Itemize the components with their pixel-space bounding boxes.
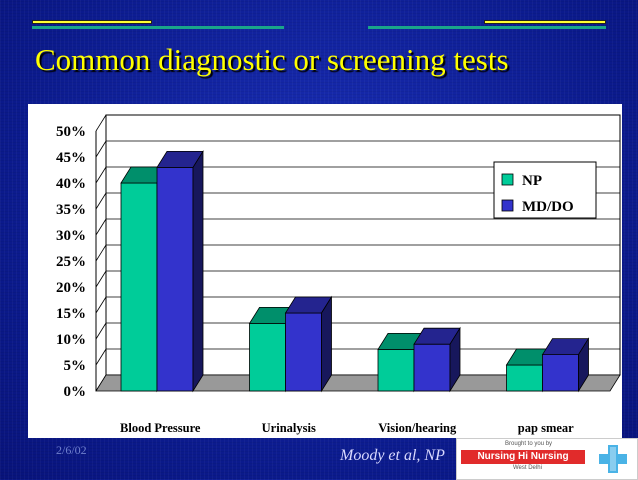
y-tick-label: 5% (64, 358, 87, 374)
legend-label: MD/DO (522, 199, 574, 215)
chart-panel: 0% 5% 10% 15% 20% 25% 30% 35% 40% 45% 50% Blood Pre… (28, 104, 622, 438)
gridline-side (95, 114, 107, 132)
logo-brand: Nursing Hi Nursing (461, 450, 585, 464)
x-tick-label: Vision/hearing (378, 421, 457, 435)
y-tick-label: 20% (56, 280, 86, 296)
y-tick-label: 45% (56, 150, 86, 166)
gridline-side (95, 322, 107, 340)
medical-cross-icon (599, 445, 627, 473)
bar-md-do (413, 343, 451, 392)
logo-tagline: Brought to you by (505, 441, 553, 447)
gridline-side (95, 296, 107, 314)
nursing-logo: Brought to you by Nursing Hi Nursing Wes… (456, 438, 638, 480)
y-tick-label: 10% (56, 332, 86, 348)
logo-location: West Delhi (513, 465, 542, 471)
y-tick-label: 40% (56, 176, 86, 192)
legend-label: NP (522, 173, 542, 189)
decor-bar-left (32, 20, 152, 29)
y-tick-label: 30% (56, 228, 86, 244)
bar-md-do (156, 167, 194, 392)
x-tick-label: Blood Pressure (120, 421, 201, 435)
bar-np (120, 182, 158, 392)
y-tick-label: 15% (56, 306, 86, 322)
gridline-side (95, 244, 107, 262)
x-tick-label: Urinalysis (262, 421, 316, 435)
bar-np (506, 364, 543, 392)
bar-md-do (285, 312, 322, 392)
y-tick-label: 0% (64, 384, 87, 400)
decor-bar-center-left (152, 26, 284, 31)
y-tick-label: 50% (56, 124, 86, 140)
decor-bar-right (484, 20, 606, 29)
decor-bar-center-right (368, 26, 484, 31)
bar-side (192, 150, 204, 393)
gridline-side (95, 218, 107, 236)
bar-side (449, 326, 461, 393)
gridline-side (95, 270, 107, 288)
legend-swatch (501, 173, 514, 186)
y-tick-label: 25% (56, 254, 86, 270)
legend-swatch (501, 199, 514, 212)
bar-chart: 0% 5% 10% 15% 20% 25% 30% 35% 40% 45% 50% Blood Pre… (56, 114, 621, 435)
slide-credit: Moody et al, NP (340, 447, 445, 464)
slide-date: 2/6/02 (56, 443, 87, 457)
x-tick-label: pap smear (518, 421, 574, 435)
bar-np (249, 322, 286, 392)
gridline-side (95, 166, 107, 184)
bar-md-do (542, 354, 579, 392)
y-tick-label: 35% (56, 202, 86, 218)
bar-np (377, 348, 415, 392)
gridline-side (95, 140, 107, 158)
bar-side (321, 295, 332, 393)
gridline-side (95, 192, 107, 210)
bar-side (578, 337, 589, 393)
slide-title: Common diagnostic or screening tests (35, 42, 509, 77)
gridline-side (95, 348, 107, 366)
